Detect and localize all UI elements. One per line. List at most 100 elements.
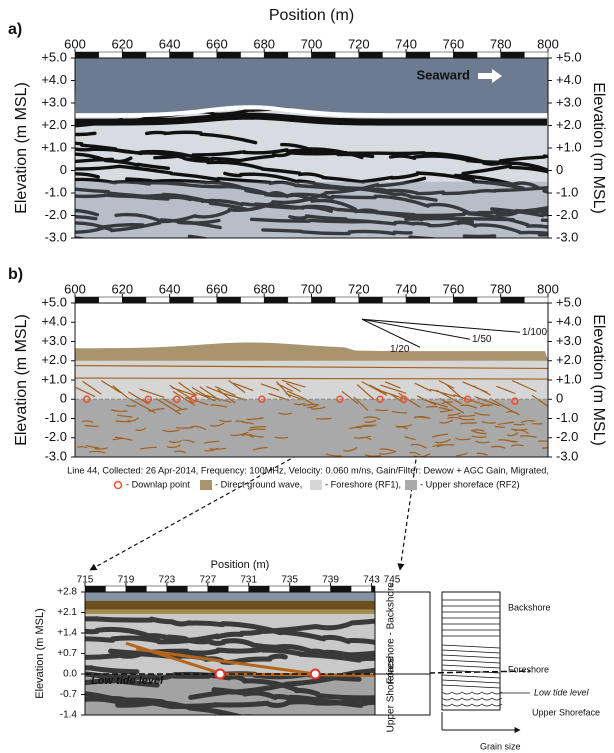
scale-bar [311,51,336,59]
downlap-point [309,668,321,680]
lamina [441,644,501,649]
scale-bar [405,296,431,304]
downlap-point [144,395,153,403]
y-axis-title: Elevation (m MSL) [34,608,46,698]
slope-line [361,318,471,340]
slope-label: 1/50 [472,334,492,345]
y-tick-label: -0.7 [60,689,78,700]
zone-box [374,591,431,716]
reflector [85,616,375,645]
y-axis-title: Elevation (m MSL) [590,314,607,446]
y-tick-label: +5.0 [41,49,67,64]
y-tick-label: -1.0 [556,410,578,425]
lamina [441,669,501,674]
y-tick-label: +4.0 [556,72,582,87]
y-tick-label: -3.0 [45,229,67,244]
x-tick-label: 739 [322,575,339,586]
lamina [441,674,501,679]
facies-ground-wave [75,342,548,361]
y-tick-label: +2.8 [57,587,77,598]
slope-label: 1/20 [390,344,410,355]
scale-bar [524,296,549,304]
reflector [75,172,548,229]
x-tick-label: 720 [348,36,370,51]
deep-tint [75,181,548,238]
scale-bar [476,51,501,59]
x-tick-label: 760 [443,36,465,51]
low-tint [85,674,375,715]
scale-bar [382,296,407,304]
y-tick-label: +5.0 [556,294,582,309]
reflector [75,141,548,194]
y-tick-label: 0 [60,162,67,177]
lamina [441,659,501,664]
y-tick-label: -1.0 [45,184,67,199]
plot-frame [74,302,549,458]
lamina [441,649,501,654]
scale-bar [405,51,431,59]
surface-white [75,105,547,118]
downlap-point [336,395,344,403]
lamina [441,664,501,669]
scale-bar [382,51,407,59]
legend-label: - Foreshore (RF1), [325,479,401,489]
scale-bar [98,296,123,304]
y-tick-label: +1.0 [41,371,67,386]
scale-bar [358,296,383,304]
y-tick-label: +2.1 [57,607,77,618]
lamina [441,654,501,659]
reflector [75,147,548,173]
interpretation [75,342,548,457]
scale-bar [311,296,336,304]
y-tick-label: +1.0 [556,371,582,386]
downlap-point [376,395,384,403]
y-tick-label: 0 [556,391,563,406]
scale-bar [429,51,454,59]
x-tick-label: 700 [301,281,323,296]
y-tick-label: +1.4 [57,628,77,639]
y-tick-label: +1.0 [556,139,582,154]
reflector [75,130,541,190]
reflector [75,164,548,196]
downlap-point [172,395,181,403]
scale-bar [122,51,147,59]
x-tick-label: 620 [111,281,133,296]
x-tick-label: 660 [206,36,228,51]
scale-bar [287,296,312,304]
x-tick-label: 740 [395,281,417,296]
x-tick-label: 780 [490,281,512,296]
y-tick-label: +0.7 [57,648,77,659]
downlap-point [463,395,472,403]
legend-label: - Upper shoreface (RF2) [420,479,520,489]
x-tick-label: 800 [537,281,559,296]
y-tick-label: -2.0 [556,207,578,222]
y-tick-label: -2.0 [45,207,67,222]
scale-bar [187,585,209,593]
y-tick-label: -1.0 [556,184,578,199]
ground-wave-2 [85,609,375,614]
caption: Line 44, Collected: 26 Apr-2014, Frequen… [67,465,549,475]
scale-bar [105,585,127,593]
scale-bar [334,296,360,304]
annotation: Seaward [417,67,471,82]
reflector [75,215,444,238]
reflector [85,667,375,705]
scale-bar [371,585,376,593]
reflector [75,148,548,165]
scale-bar [500,296,525,304]
slope-label: 1/100 [522,327,547,338]
x-tick-label: 680 [253,281,275,296]
scale-bar [84,585,106,593]
strat-laminae [441,599,503,707]
lamina [441,684,501,689]
y-tick-label: -2.0 [45,429,67,444]
y-tick-label: +1.0 [41,139,67,154]
zone-label: Foreshore - Backshore [386,582,397,684]
downlap-point [189,395,197,403]
scale-bar [453,296,478,304]
scale-bar [524,51,549,59]
scale-bar [240,296,265,304]
y-axis-title: Elevation (m MSL) [13,314,30,446]
scale-bar [74,51,99,59]
scale-bar [216,296,241,304]
